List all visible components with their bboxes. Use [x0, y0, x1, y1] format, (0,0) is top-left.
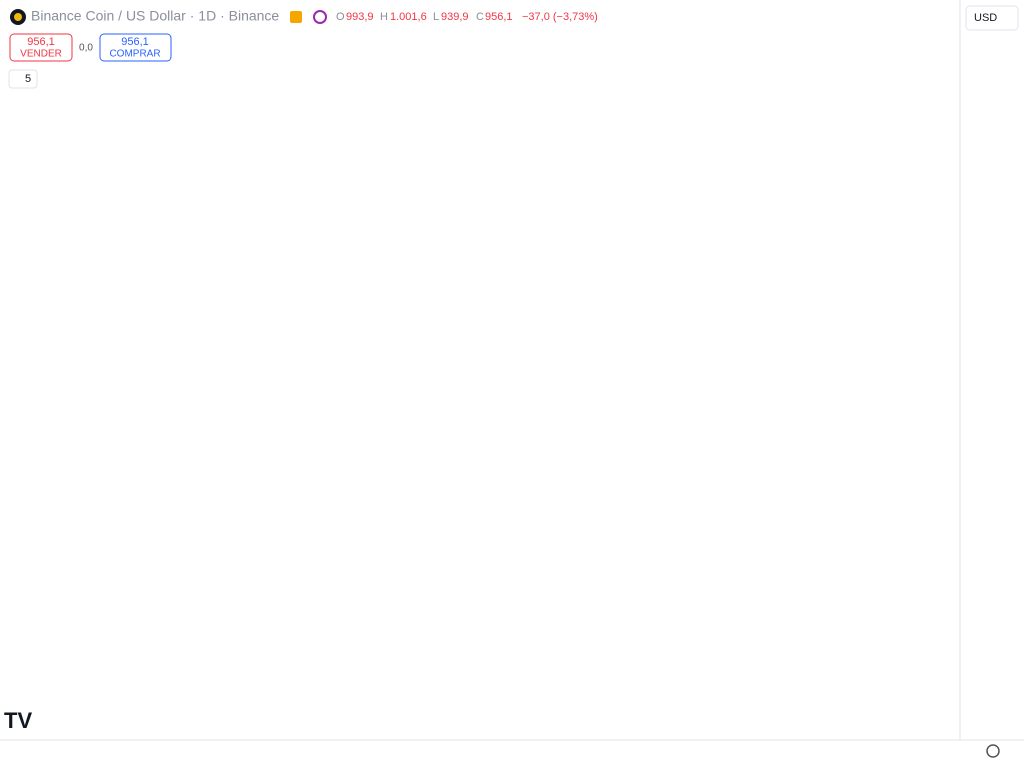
buy-button[interactable]: [99, 33, 172, 62]
ohlc-value: 1.001,6: [390, 11, 427, 23]
ohlc-key: O: [336, 11, 345, 23]
currency: USD: [974, 12, 997, 24]
sell-button[interactable]: [9, 33, 73, 62]
currency-select[interactable]: [965, 5, 1019, 31]
ohlc-key: L: [433, 11, 439, 23]
ohlc-legend: O 993,9 H 1.001,6 L 939,9 C 956,1 −37,0 …: [336, 11, 598, 23]
tv-logo: TV: [4, 708, 32, 733]
buy-label: COMPRAR: [109, 49, 160, 60]
symbol-logo-inner: [14, 13, 22, 21]
ohlc-value: 993,9: [346, 11, 374, 23]
settings-icon[interactable]: [986, 744, 1000, 758]
sell-price: 956,1: [27, 36, 55, 48]
flag-icon[interactable]: [290, 11, 302, 23]
symbol-title: Binance Coin / US Dollar · 1D · Binance: [31, 8, 279, 24]
ohlc-key: H: [380, 11, 388, 23]
indicator-count: 5: [25, 73, 31, 85]
ohlc-change: −37,0 (−3,73%): [522, 11, 598, 23]
indicators-toggle[interactable]: [8, 69, 38, 89]
ohlc-key: C: [476, 11, 484, 23]
spread: 0,0: [79, 43, 93, 54]
buy-price: 956,1: [121, 36, 149, 48]
sell-label: VENDER: [20, 49, 62, 60]
alert-icon[interactable]: [313, 10, 327, 24]
ohlc-value: 939,9: [441, 11, 469, 23]
ohlc-value: 956,1: [485, 11, 513, 23]
